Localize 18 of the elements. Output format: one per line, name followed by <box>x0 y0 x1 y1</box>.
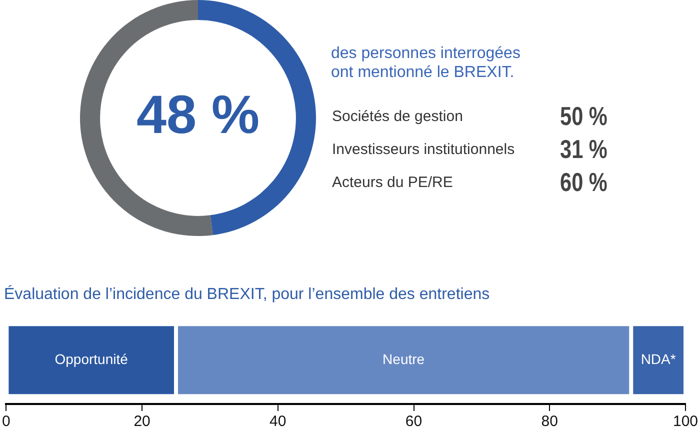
category-label: Sociétés de gestion <box>332 108 463 125</box>
chart-title: Évaluation de l’incidence du BREXIT, pour l’ensemble des entretiens <box>4 285 490 304</box>
data-label: 48 % <box>136 84 260 145</box>
x-tick-label: 60 <box>405 413 422 430</box>
text: des personnes interrogées ont mentionné le BREXIT. <box>331 44 522 82</box>
x-tick-label: 20 <box>134 413 150 430</box>
series-label: Opportunité <box>54 350 128 367</box>
category-label: Investisseurs institutionnels <box>332 141 515 158</box>
x-tick-label: 100 <box>672 413 698 430</box>
data-label: 60 % <box>560 167 608 198</box>
x-tick-label: 80 <box>541 413 558 430</box>
data-label: 50 % <box>560 101 608 132</box>
series-label: NDA* <box>640 350 676 367</box>
data-label: 31 % <box>560 134 608 165</box>
category-label: Acteurs du PE/RE <box>332 174 453 191</box>
x-tick-label: 40 <box>270 413 286 430</box>
x-tick-label: 0 <box>2 413 10 430</box>
series-label: Neutre <box>382 350 425 367</box>
